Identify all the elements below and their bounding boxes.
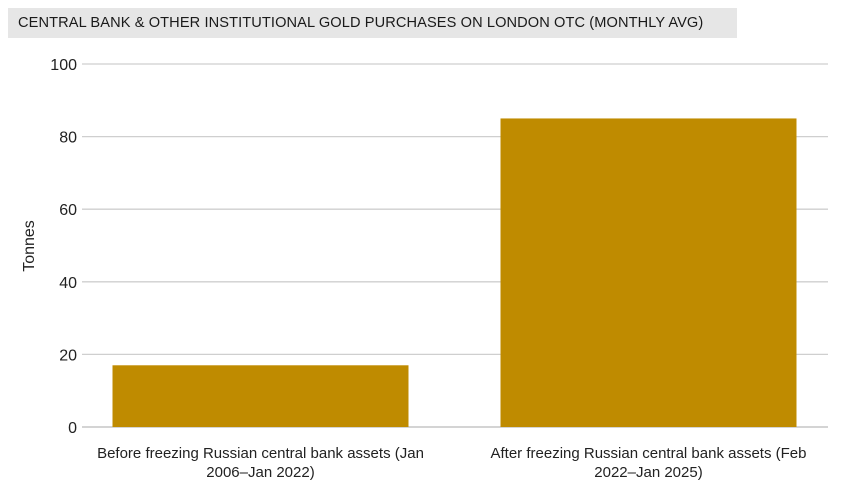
y-tick-label: 80 — [59, 130, 77, 147]
x-axis-labels: Before freezing Russian central bank ass… — [97, 445, 806, 481]
bar-2 — [500, 118, 797, 427]
y-tick-label: 60 — [59, 202, 77, 219]
x-category-label: Before freezing Russian central bank ass… — [97, 445, 424, 481]
y-tick-label: 0 — [68, 420, 77, 437]
y-tick-label: 100 — [50, 57, 77, 74]
y-tick-label: 40 — [59, 275, 77, 292]
y-tick-label: 20 — [59, 347, 77, 364]
chart-title: CENTRAL BANK & OTHER INSTITUTIONAL GOLD … — [8, 8, 737, 38]
x-category-label: After freezing Russian central bank asse… — [491, 445, 807, 481]
y-axis-ticks: 0 20 40 60 80 100 — [50, 57, 77, 437]
y-axis-label: Tonnes — [21, 220, 38, 272]
bars — [112, 118, 797, 427]
bar-1 — [112, 365, 409, 427]
